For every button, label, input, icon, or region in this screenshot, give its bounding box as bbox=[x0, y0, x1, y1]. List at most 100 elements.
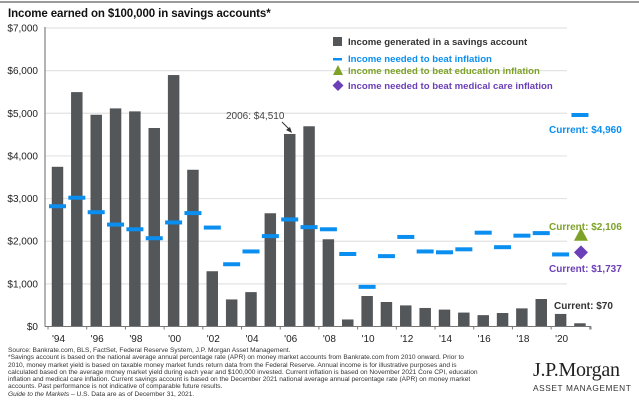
inflation-dash bbox=[242, 249, 260, 254]
y-tick-label: $2,000 bbox=[7, 237, 38, 248]
logo-wordmark: J.P.Morgan bbox=[533, 359, 620, 381]
x-tick-label: '12 bbox=[400, 334, 413, 345]
annotation-current-inflation: Current: $4,960 bbox=[549, 125, 622, 136]
guide-note: Guide to the Markets – U.S. Data are as … bbox=[8, 391, 478, 398]
y-tick-label: $7,000 bbox=[7, 24, 38, 35]
annotation-current-medical: Current: $1,737 bbox=[549, 264, 622, 275]
annotations: 2006: $4,510 Current: $4,960 Current: $2,1… bbox=[226, 111, 622, 312]
savings-bar bbox=[496, 313, 509, 327]
savings-bar bbox=[206, 271, 219, 327]
y-tick-label: $5,000 bbox=[7, 109, 38, 120]
inflation-dash bbox=[358, 284, 376, 289]
inflation-dash bbox=[474, 230, 492, 235]
savings-bar bbox=[458, 312, 470, 327]
inflation-dash bbox=[145, 236, 163, 241]
savings-bar bbox=[535, 299, 547, 327]
savings-bar bbox=[187, 169, 199, 327]
savings-bar bbox=[109, 108, 122, 327]
axes bbox=[44, 27, 592, 330]
legend-label: Income needed to beat medical care infla… bbox=[348, 81, 553, 92]
legend-label: Income needed to beat education inflatio… bbox=[348, 66, 540, 77]
savings-bar bbox=[554, 313, 567, 327]
inflation-dash bbox=[397, 234, 415, 239]
savings-bar bbox=[129, 111, 141, 327]
inflation-dash bbox=[68, 195, 86, 200]
y-tick-label: $6,000 bbox=[7, 66, 38, 77]
jpmorgan-logo: J.P.Morgan ASSET MANAGEMENT bbox=[533, 359, 631, 393]
inflation-dash bbox=[300, 225, 318, 230]
savings-bar bbox=[148, 128, 160, 327]
savings-bar bbox=[516, 308, 528, 327]
y-tick-label: $0 bbox=[27, 322, 39, 333]
x-tick-label: '96 bbox=[91, 334, 104, 345]
inflation-dash bbox=[377, 254, 395, 259]
savings-bar bbox=[51, 166, 64, 327]
savings-bar bbox=[419, 307, 431, 327]
annotation-arrowhead bbox=[286, 127, 292, 133]
inflation-dash bbox=[107, 222, 125, 227]
savings-bar bbox=[438, 309, 451, 327]
source-note: Source: Bankrate.com, BLS, FactSet, Fede… bbox=[8, 347, 291, 354]
methodology-note: *Savings account is based on the nationa… bbox=[8, 354, 478, 391]
current-markers bbox=[573, 227, 588, 260]
legend-swatch-medical bbox=[332, 80, 344, 91]
inflation-dash bbox=[203, 225, 221, 230]
inflation-dash bbox=[281, 217, 299, 222]
annotation-current-savings: Current: $70 bbox=[554, 301, 613, 312]
inflation-dashes bbox=[49, 112, 589, 289]
chart-canvas: $0 $1,000 $2,000 $3,000 $4,000 $5,000 $6,000 $7… bbox=[7, 24, 622, 346]
y-axis-ticks: $0 $1,000 $2,000 $3,000 $4,000 $5,000 $6,000 $7… bbox=[7, 24, 38, 334]
guide-title: Guide to the Markets bbox=[8, 390, 70, 398]
savings-bar bbox=[264, 213, 277, 327]
savings-bar bbox=[245, 292, 257, 327]
inflation-dash bbox=[261, 234, 279, 239]
savings-bar bbox=[71, 92, 83, 327]
savings-bar bbox=[284, 133, 296, 327]
inflation-dash bbox=[494, 245, 512, 250]
inflation-dash bbox=[87, 210, 105, 215]
x-tick-label: '20 bbox=[555, 334, 568, 345]
guide-date: – U.S. Data are as of December 31, 2021. bbox=[69, 390, 195, 398]
x-tick-label: '04 bbox=[245, 334, 258, 345]
inflation-dash bbox=[436, 250, 453, 255]
x-tick-label: '18 bbox=[516, 334, 529, 345]
inflation-dash bbox=[126, 227, 144, 232]
x-tick-label: '16 bbox=[478, 334, 491, 345]
savings-bar bbox=[477, 315, 489, 327]
inflation-dash bbox=[571, 112, 589, 117]
inflation-dash bbox=[339, 252, 357, 257]
savings-bar bbox=[342, 319, 354, 327]
y-tick-label: $1,000 bbox=[7, 279, 38, 290]
inflation-dash bbox=[165, 220, 183, 225]
inflation-dash bbox=[532, 231, 550, 236]
x-tick-label: '98 bbox=[129, 334, 142, 345]
education-triangle-marker bbox=[573, 227, 588, 241]
x-tick-label: '06 bbox=[284, 334, 297, 345]
legend-swatch-savings bbox=[333, 37, 342, 46]
x-tick-label: '14 bbox=[439, 334, 452, 345]
x-tick-label: '10 bbox=[362, 334, 375, 345]
inflation-dash bbox=[552, 252, 570, 257]
savings-bar bbox=[225, 299, 238, 327]
savings-bar bbox=[380, 301, 393, 327]
legend-swatch-inflation bbox=[333, 58, 342, 61]
legend-label: Income generated in a savings account bbox=[348, 37, 528, 48]
savings-bar bbox=[361, 296, 373, 327]
savings-bar bbox=[400, 305, 412, 327]
chart-title: Income earned on $100,000 in savings acc… bbox=[8, 8, 271, 20]
inflation-dash bbox=[416, 249, 434, 254]
inflation-dash bbox=[184, 211, 202, 216]
inflation-dash bbox=[223, 262, 241, 267]
logo-subtitle: ASSET MANAGEMENT bbox=[533, 383, 632, 393]
x-tick-label: '02 bbox=[207, 334, 220, 345]
top-rule bbox=[0, 1, 639, 3]
inflation-dash bbox=[513, 233, 531, 238]
x-tick-label: '00 bbox=[168, 334, 181, 345]
y-tick-label: $3,000 bbox=[7, 194, 38, 205]
savings-bar bbox=[322, 239, 335, 327]
x-axis-ticks: '94 '96 '98 '00 '02 '04 '06 '08 '10 '12 '14 '16 '18 '… bbox=[52, 334, 569, 345]
x-tick-label: '08 bbox=[323, 334, 336, 345]
inflation-dash bbox=[319, 227, 337, 232]
footnotes: Source: Bankrate.com, BLS, FactSet, Fede… bbox=[8, 347, 478, 398]
legend: Income generated in a savings account Inc… bbox=[332, 37, 553, 92]
